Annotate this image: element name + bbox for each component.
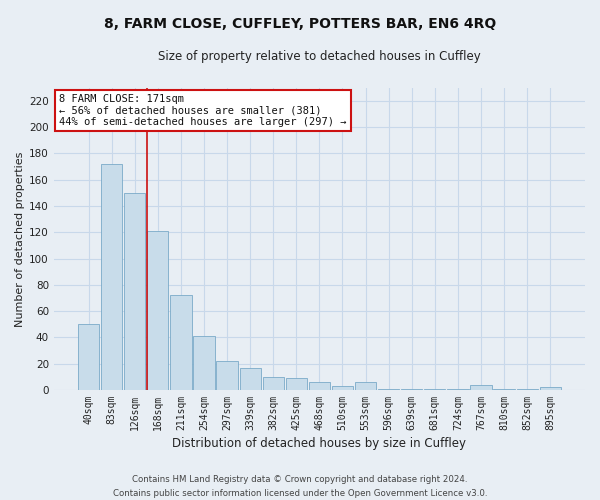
Bar — [493, 388, 515, 390]
Bar — [539, 388, 561, 390]
Bar — [217, 361, 238, 390]
Y-axis label: Number of detached properties: Number of detached properties — [15, 151, 25, 326]
Bar — [263, 377, 284, 390]
Text: Contains HM Land Registry data © Crown copyright and database right 2024.
Contai: Contains HM Land Registry data © Crown c… — [113, 476, 487, 498]
Bar — [309, 382, 330, 390]
Bar — [170, 296, 191, 390]
Bar — [424, 388, 445, 390]
Bar — [355, 382, 376, 390]
Bar — [517, 388, 538, 390]
Bar — [332, 386, 353, 390]
X-axis label: Distribution of detached houses by size in Cuffley: Distribution of detached houses by size … — [172, 437, 466, 450]
Bar — [78, 324, 99, 390]
Bar — [239, 368, 261, 390]
Bar — [470, 384, 491, 390]
Bar — [101, 164, 122, 390]
Bar — [447, 388, 469, 390]
Bar — [378, 388, 399, 390]
Bar — [401, 388, 422, 390]
Title: Size of property relative to detached houses in Cuffley: Size of property relative to detached ho… — [158, 50, 481, 63]
Text: 8 FARM CLOSE: 171sqm
← 56% of detached houses are smaller (381)
44% of semi-deta: 8 FARM CLOSE: 171sqm ← 56% of detached h… — [59, 94, 347, 127]
Bar — [193, 336, 215, 390]
Bar — [124, 193, 145, 390]
Text: 8, FARM CLOSE, CUFFLEY, POTTERS BAR, EN6 4RQ: 8, FARM CLOSE, CUFFLEY, POTTERS BAR, EN6… — [104, 18, 496, 32]
Bar — [147, 231, 169, 390]
Bar — [286, 378, 307, 390]
